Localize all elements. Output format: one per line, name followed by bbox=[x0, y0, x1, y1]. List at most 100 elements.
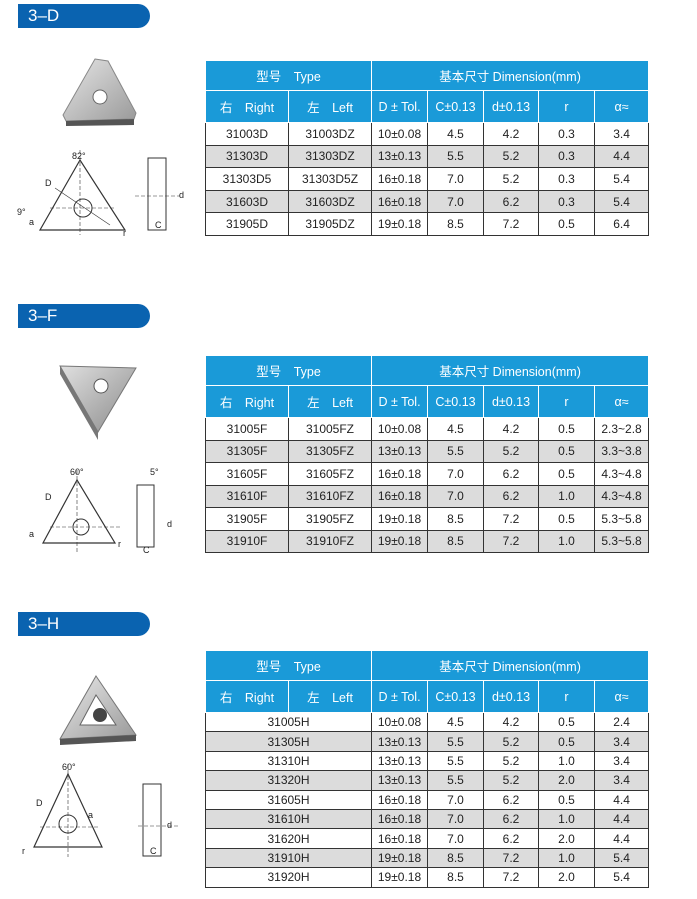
table-cell: 2.3~2.8 bbox=[594, 417, 650, 441]
table-row: 31005F 31005FZ 10±0.08 4.5 4.2 0.5 2.3~2.8 bbox=[205, 417, 650, 441]
header-row: 型号 Type 基本尺寸 Dimension(mm) bbox=[204, 60, 650, 91]
table-cell: 10±0.08 bbox=[371, 711, 429, 733]
type-header: 型号 Type bbox=[204, 355, 373, 386]
table-cell: 31910F bbox=[205, 529, 289, 553]
table-cell: 31605FZ bbox=[287, 462, 373, 486]
table-cell: 7.2 bbox=[483, 507, 540, 531]
a-label: a bbox=[29, 217, 34, 227]
d-label: d bbox=[179, 190, 184, 200]
C-label: C bbox=[150, 846, 157, 856]
table-cell: 5.5 bbox=[427, 144, 485, 169]
r-label: r bbox=[123, 228, 126, 238]
table-cell: 10±0.08 bbox=[371, 417, 429, 441]
table-cell: 5.4 bbox=[594, 847, 650, 869]
table-cell: 19±0.18 bbox=[371, 867, 429, 888]
table-cell: 4.4 bbox=[594, 144, 650, 169]
col-header: D ± Tol. bbox=[371, 680, 429, 713]
table-cell: 31310H bbox=[204, 750, 373, 772]
table-cell: 13±0.13 bbox=[371, 770, 429, 791]
insert-3h-image bbox=[59, 675, 137, 745]
type-header: 型号 Type bbox=[204, 650, 373, 681]
table-cell: 16±0.18 bbox=[371, 789, 429, 810]
table-cell: 31603DZ bbox=[287, 189, 373, 214]
table-cell: 31905F bbox=[205, 507, 289, 531]
table-row: 31310H 13±0.13 5.5 5.2 1.0 3.4 bbox=[204, 750, 650, 772]
table-cell: 0.5 bbox=[538, 789, 596, 810]
table-cell: 13±0.13 bbox=[371, 750, 429, 772]
table-cell: 2.0 bbox=[538, 828, 596, 849]
table-cell: 31603D bbox=[205, 189, 289, 214]
table-cell: 5.5 bbox=[427, 731, 485, 752]
table-cell: 0.5 bbox=[538, 507, 596, 531]
table-cell: 19±0.18 bbox=[371, 847, 429, 869]
table-cell: 0.5 bbox=[538, 711, 596, 733]
table-cell: 4.2 bbox=[483, 417, 540, 441]
table-cell: 31905FZ bbox=[287, 507, 373, 531]
table-cell: 31610F bbox=[205, 484, 289, 508]
table-cell: 16±0.18 bbox=[371, 484, 429, 508]
table-cell: 5.2 bbox=[483, 750, 540, 772]
table-cell: 7.0 bbox=[427, 167, 485, 191]
table-cell: 31920H bbox=[204, 867, 373, 888]
D-label: D bbox=[36, 798, 43, 808]
table-cell: 3.4 bbox=[594, 122, 650, 146]
table-cell: 3.3~3.8 bbox=[594, 439, 650, 463]
table-row: 31605H 16±0.18 7.0 6.2 0.5 4.4 bbox=[204, 789, 650, 810]
left-header: 左 Left bbox=[287, 90, 373, 123]
table-cell: 31303DZ bbox=[287, 144, 373, 169]
table-cell: 13±0.13 bbox=[371, 439, 429, 463]
table-row: 31910F 31910FZ 19±0.18 8.5 7.2 1.0 5.3~5.8 bbox=[205, 529, 650, 553]
table-cell: 5.3~5.8 bbox=[594, 507, 650, 531]
table-row: 31910H 19±0.18 8.5 7.2 1.0 5.4 bbox=[204, 847, 650, 869]
D-label: D bbox=[45, 492, 52, 502]
table-row: 31603D 31603DZ 16±0.18 7.0 6.2 0.3 5.4 bbox=[205, 189, 650, 214]
angle-label: 82° bbox=[72, 151, 86, 161]
table-cell: 31910H bbox=[204, 847, 373, 869]
a-label: a bbox=[29, 529, 34, 539]
table-cell: 6.2 bbox=[483, 189, 540, 214]
col-header: d±0.13 bbox=[483, 90, 540, 123]
col-header: C±0.13 bbox=[427, 680, 485, 713]
spec-table-3h: 型号 Type 基本尺寸 Dimension(mm) 右 Right 左 Left D … bbox=[204, 650, 650, 888]
table-cell: 0.3 bbox=[538, 189, 596, 214]
table-cell: 4.2 bbox=[483, 122, 540, 146]
table-cell: 7.2 bbox=[483, 212, 540, 236]
dimension-header: 基本尺寸 Dimension(mm) bbox=[371, 650, 650, 681]
table-cell: 16±0.18 bbox=[371, 189, 429, 214]
table-cell: 7.0 bbox=[427, 462, 485, 486]
table-cell: 0.5 bbox=[538, 462, 596, 486]
table-cell: 31305H bbox=[204, 731, 373, 752]
r-label: r bbox=[22, 846, 25, 856]
table-cell: 7.2 bbox=[483, 529, 540, 553]
table-cell: 31003D bbox=[205, 122, 289, 146]
table-cell: 31305F bbox=[205, 439, 289, 463]
table-cell: 0.5 bbox=[538, 212, 596, 236]
table-cell: 31005FZ bbox=[287, 417, 373, 441]
table-cell: 4.2 bbox=[483, 711, 540, 733]
table-cell: 7.2 bbox=[483, 847, 540, 869]
table-cell: 2.4 bbox=[594, 711, 650, 733]
table-cell: 5.2 bbox=[483, 144, 540, 169]
dimension-diagram-3h: 60° D a r d C bbox=[22, 762, 178, 857]
table-cell: 8.5 bbox=[427, 212, 485, 236]
subheader-row: 右 Right 左 Left D ± Tol. C±0.13 d±0.13 r α≈ bbox=[205, 680, 650, 713]
table-cell: 1.0 bbox=[538, 750, 596, 772]
table-cell: 6.4 bbox=[594, 212, 650, 236]
table-cell: 16±0.18 bbox=[371, 167, 429, 191]
spec-table-3f: 型号 Type 基本尺寸 Dimension(mm) 右 Right 左 Left D … bbox=[204, 355, 650, 553]
subheader-row: 右 Right 左 Left D ± Tol. C±0.13 d±0.13 r α≈ bbox=[205, 385, 650, 418]
table-row: 31605F 31605FZ 16±0.18 7.0 6.2 0.5 4.3~4.8 bbox=[205, 462, 650, 486]
table-cell: 5.3~5.8 bbox=[594, 529, 650, 553]
table-cell: 1.0 bbox=[538, 484, 596, 508]
table-cell: 5.5 bbox=[427, 770, 485, 791]
table-cell: 1.0 bbox=[538, 808, 596, 830]
table-cell: 3.4 bbox=[594, 770, 650, 791]
table-cell: 4.5 bbox=[427, 122, 485, 146]
type-header: 型号 Type bbox=[204, 60, 373, 91]
table-cell: 4.3~4.8 bbox=[594, 484, 650, 508]
table-row: 31305H 13±0.13 5.5 5.2 0.5 3.4 bbox=[204, 731, 650, 752]
table-row: 31320H 13±0.13 5.5 5.2 2.0 3.4 bbox=[204, 770, 650, 791]
table-cell: 19±0.18 bbox=[371, 212, 429, 236]
col-header: r bbox=[538, 385, 596, 418]
table-cell: 8.5 bbox=[427, 507, 485, 531]
